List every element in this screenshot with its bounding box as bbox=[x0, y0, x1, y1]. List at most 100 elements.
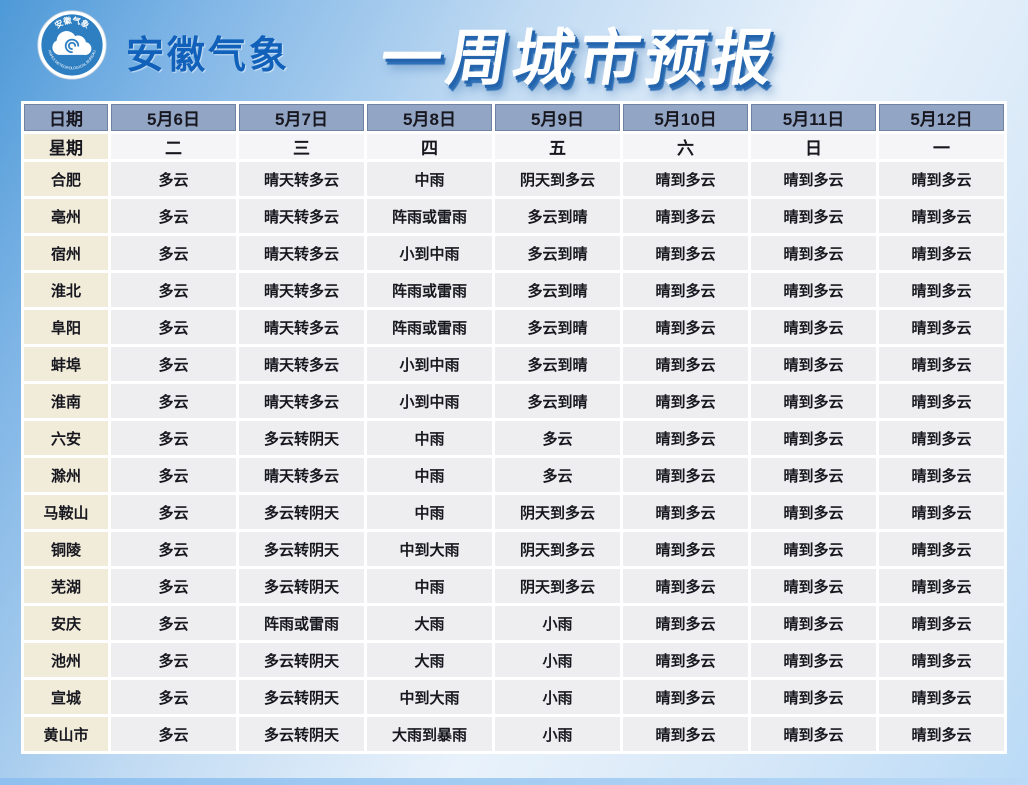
forecast-cell: 晴到多云 bbox=[751, 569, 876, 603]
forecast-cell: 晴到多云 bbox=[879, 310, 1004, 344]
forecast-cell: 多云转阴天 bbox=[239, 569, 364, 603]
city-forecast-row: 池州 多云 多云转阴天 大雨 小雨 晴到多云 晴到多云 晴到多云 bbox=[24, 643, 1004, 677]
city-forecast-row: 合肥 多云 晴天转多云 中雨 阴天到多云 晴到多云 晴到多云 晴到多云 bbox=[24, 162, 1004, 196]
forecast-cell: 中雨 bbox=[367, 495, 492, 529]
forecast-cell: 小雨 bbox=[495, 643, 620, 677]
forecast-cell: 多云 bbox=[111, 458, 236, 492]
city-name-cell: 淮南 bbox=[24, 384, 108, 418]
forecast-cell: 晴到多云 bbox=[623, 162, 748, 196]
forecast-cell: 阵雨或雷雨 bbox=[367, 310, 492, 344]
forecast-cell: 中雨 bbox=[367, 458, 492, 492]
forecast-cell: 多云转阴天 bbox=[239, 680, 364, 714]
forecast-cell: 多云转阴天 bbox=[239, 495, 364, 529]
forecast-cell: 大雨 bbox=[367, 606, 492, 640]
forecast-cell: 多云 bbox=[111, 643, 236, 677]
forecast-cell: 中到大雨 bbox=[367, 680, 492, 714]
forecast-cell: 晴到多云 bbox=[623, 680, 748, 714]
forecast-cell: 阵雨或雷雨 bbox=[367, 199, 492, 233]
forecast-cell: 晴到多云 bbox=[623, 643, 748, 677]
forecast-cell: 晴到多云 bbox=[623, 495, 748, 529]
forecast-cell: 晴到多云 bbox=[623, 458, 748, 492]
forecast-cell: 晴到多云 bbox=[623, 421, 748, 455]
city-forecast-row: 蚌埠 多云 晴天转多云 小到中雨 多云到晴 晴到多云 晴到多云 晴到多云 bbox=[24, 347, 1004, 381]
forecast-cell: 晴到多云 bbox=[879, 421, 1004, 455]
weekday-cell: 四 bbox=[367, 134, 492, 159]
forecast-cell: 多云 bbox=[111, 606, 236, 640]
forecast-cell: 晴到多云 bbox=[879, 569, 1004, 603]
forecast-cell: 多云到晴 bbox=[495, 199, 620, 233]
forecast-cell: 晴到多云 bbox=[751, 717, 876, 751]
city-name-cell: 安庆 bbox=[24, 606, 108, 640]
forecast-cell: 晴到多云 bbox=[879, 532, 1004, 566]
city-forecast-row: 安庆 多云 阵雨或雷雨 大雨 小雨 晴到多云 晴到多云 晴到多云 bbox=[24, 606, 1004, 640]
forecast-cell: 晴到多云 bbox=[879, 236, 1004, 270]
city-name-cell: 蚌埠 bbox=[24, 347, 108, 381]
forecast-cell: 晴到多云 bbox=[623, 347, 748, 381]
city-forecast-row: 马鞍山 多云 多云转阴天 中雨 阴天到多云 晴到多云 晴到多云 晴到多云 bbox=[24, 495, 1004, 529]
city-forecast-row: 滁州 多云 晴天转多云 中雨 多云 晴到多云 晴到多云 晴到多云 bbox=[24, 458, 1004, 492]
forecast-cell: 晴天转多云 bbox=[239, 458, 364, 492]
forecast-cell: 晴到多云 bbox=[623, 273, 748, 307]
forecast-cell: 多云到晴 bbox=[495, 273, 620, 307]
forecast-cell: 晴到多云 bbox=[751, 273, 876, 307]
forecast-cell: 晴到多云 bbox=[751, 643, 876, 677]
forecast-cell: 晴到多云 bbox=[751, 421, 876, 455]
city-name-cell: 宣城 bbox=[24, 680, 108, 714]
forecast-cell: 晴到多云 bbox=[751, 458, 876, 492]
forecast-cell: 晴到多云 bbox=[751, 532, 876, 566]
table-head: 日期 5月6日 5月7日 5月8日 5月9日 5月10日 5月11日 5月12日 bbox=[24, 104, 1004, 131]
forecast-cell: 晴到多云 bbox=[623, 384, 748, 418]
forecast-cell: 晴到多云 bbox=[751, 199, 876, 233]
forecast-cell: 晴到多云 bbox=[879, 347, 1004, 381]
week-label-cell: 星期 bbox=[24, 134, 108, 159]
forecast-cell: 中雨 bbox=[367, 569, 492, 603]
city-name-cell: 铜陵 bbox=[24, 532, 108, 566]
city-forecast-row: 淮北 多云 晴天转多云 阵雨或雷雨 多云到晴 晴到多云 晴到多云 晴到多云 bbox=[24, 273, 1004, 307]
forecast-cell: 多云 bbox=[111, 236, 236, 270]
city-forecast-row: 铜陵 多云 多云转阴天 中到大雨 阴天到多云 晴到多云 晴到多云 晴到多云 bbox=[24, 532, 1004, 566]
forecast-cell: 晴天转多云 bbox=[239, 384, 364, 418]
forecast-cell: 多云到晴 bbox=[495, 384, 620, 418]
forecast-cell: 小到中雨 bbox=[367, 384, 492, 418]
forecast-cell: 晴到多云 bbox=[879, 717, 1004, 751]
forecast-cell: 阴天到多云 bbox=[495, 495, 620, 529]
forecast-cell: 阵雨或雷雨 bbox=[239, 606, 364, 640]
weekday-row: 星期二三四五六日一 bbox=[24, 134, 1004, 159]
date-header-cell: 5月6日 bbox=[111, 104, 236, 131]
forecast-cell: 晴到多云 bbox=[751, 162, 876, 196]
forecast-cell: 多云转阴天 bbox=[239, 643, 364, 677]
forecast-cell: 小雨 bbox=[495, 680, 620, 714]
date-header-row: 日期 5月6日 5月7日 5月8日 5月9日 5月10日 5月11日 5月12日 bbox=[24, 104, 1004, 131]
anhui-meteorological-bureau-logo-icon: 安徽气象 ANHUI METEOROLOGICAL BUREAU bbox=[37, 10, 107, 80]
forecast-cell: 阴天到多云 bbox=[495, 532, 620, 566]
city-forecast-row: 宿州 多云 晴天转多云 小到中雨 多云到晴 晴到多云 晴到多云 晴到多云 bbox=[24, 236, 1004, 270]
date-header-cell: 5月7日 bbox=[239, 104, 364, 131]
forecast-cell: 晴到多云 bbox=[623, 236, 748, 270]
forecast-cell: 晴天转多云 bbox=[239, 236, 364, 270]
forecast-cell: 小到中雨 bbox=[367, 347, 492, 381]
forecast-cell: 多云转阴天 bbox=[239, 717, 364, 751]
forecast-cell: 多云 bbox=[111, 273, 236, 307]
date-header-cell: 5月12日 bbox=[879, 104, 1004, 131]
forecast-cell: 大雨到暴雨 bbox=[367, 717, 492, 751]
forecast-cell: 多云 bbox=[111, 384, 236, 418]
forecast-cell: 晴到多云 bbox=[751, 310, 876, 344]
weekday-cell: 日 bbox=[751, 134, 876, 159]
forecast-cell: 晴到多云 bbox=[751, 680, 876, 714]
forecast-cell: 晴到多云 bbox=[623, 532, 748, 566]
forecast-cell: 晴到多云 bbox=[879, 384, 1004, 418]
forecast-cell: 晴天转多云 bbox=[239, 347, 364, 381]
forecast-cell: 多云到晴 bbox=[495, 310, 620, 344]
city-forecast-row: 阜阳 多云 晴天转多云 阵雨或雷雨 多云到晴 晴到多云 晴到多云 晴到多云 bbox=[24, 310, 1004, 344]
city-name-cell: 滁州 bbox=[24, 458, 108, 492]
forecast-cell: 多云 bbox=[111, 532, 236, 566]
forecast-cell: 晴到多云 bbox=[879, 606, 1004, 640]
forecast-cell: 晴到多云 bbox=[879, 643, 1004, 677]
forecast-cell: 阵雨或雷雨 bbox=[367, 273, 492, 307]
forecast-cell: 多云 bbox=[111, 495, 236, 529]
forecast-cell: 晴到多云 bbox=[879, 458, 1004, 492]
forecast-cell: 晴到多云 bbox=[879, 273, 1004, 307]
city-forecast-row: 六安 多云 多云转阴天 中雨 多云 晴到多云 晴到多云 晴到多云 bbox=[24, 421, 1004, 455]
city-forecast-row: 亳州 多云 晴天转多云 阵雨或雷雨 多云到晴 晴到多云 晴到多云 晴到多云 bbox=[24, 199, 1004, 233]
